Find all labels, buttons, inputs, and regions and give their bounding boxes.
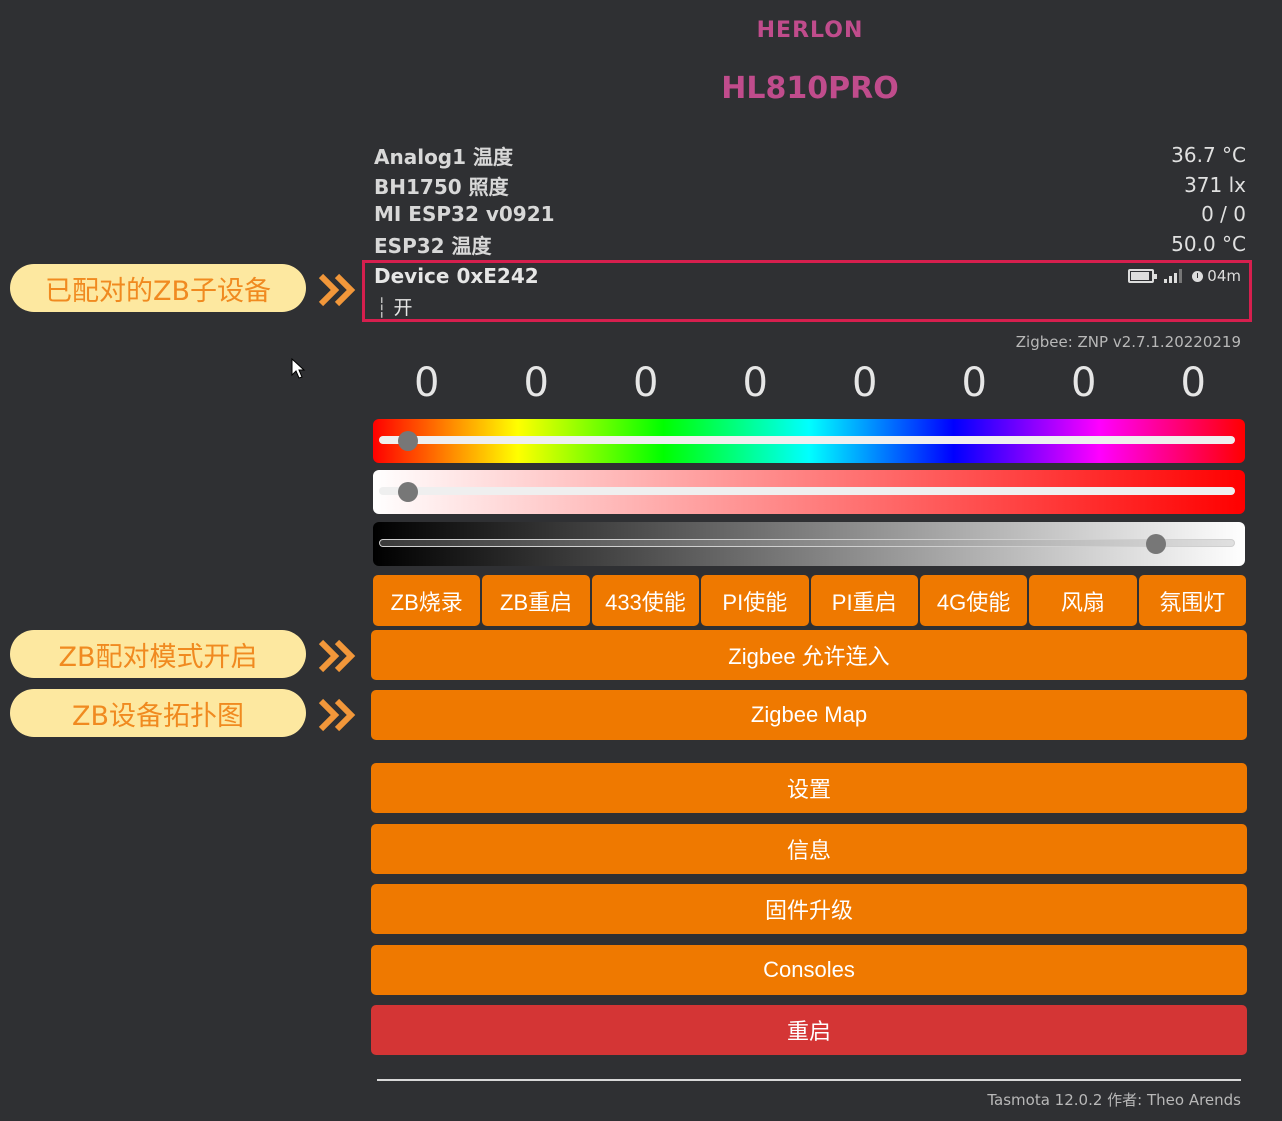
page-title: HL810PRO — [721, 71, 899, 106]
slider-track[interactable] — [379, 436, 1235, 444]
slider-track[interactable] — [379, 539, 1235, 547]
sensor-label: BH1750 照度 — [374, 174, 509, 199]
sensor-label: MI ESP32 v0921 — [374, 202, 555, 226]
zb-flash-button[interactable]: ZB烧录 — [373, 575, 481, 626]
zigbee-version: Zigbee: ZNP v2.7.1.20220219 — [1015, 333, 1241, 351]
sensor-row-esp32-temp: ESP32 温度 50.0 °C — [374, 229, 1246, 259]
callout-paired-devices: 已配对的ZB子设备 — [10, 264, 306, 312]
settings-button[interactable]: 设置 — [371, 763, 1247, 813]
counter-value: 0 — [961, 360, 987, 406]
sensor-row-analog: Analog1 温度 36.7 °C — [374, 140, 1246, 170]
restart-button[interactable]: 重启 — [371, 1005, 1247, 1055]
double-chevron-right-icon — [318, 273, 356, 307]
device-state-value: 开 — [393, 297, 413, 319]
callout-pairing-mode: ZB配对模式开启 — [10, 630, 306, 678]
slider-thumb[interactable] — [397, 482, 418, 502]
hue-slider[interactable] — [373, 419, 1245, 463]
clock-icon — [1192, 270, 1204, 282]
counter-value: 0 — [633, 360, 659, 406]
device-name: Device 0xE242 — [374, 264, 539, 288]
device-state: ┆ 开 — [376, 293, 412, 320]
brand-name: HERLON — [756, 18, 864, 43]
counter-row: 0 0 0 0 0 0 0 0 — [372, 360, 1248, 406]
4g-enable-button[interactable]: 4G使能 — [919, 575, 1028, 626]
device-state-separator: ┆ — [376, 297, 388, 319]
last-seen-value: 04m — [1207, 267, 1241, 285]
double-chevron-right-icon — [318, 698, 356, 732]
slider-track[interactable] — [379, 487, 1235, 495]
counter-value: 0 — [852, 360, 878, 406]
counter-value: 0 — [414, 360, 440, 406]
fan-button[interactable]: 风扇 — [1029, 575, 1137, 626]
sensor-value: 371 lx — [1184, 173, 1246, 197]
saturation-slider[interactable] — [373, 470, 1245, 514]
battery-icon — [1128, 269, 1158, 283]
footer-divider — [377, 1079, 1241, 1081]
sensor-row-illuminance: BH1750 照度 371 lx — [374, 170, 1246, 200]
ambient-light-button[interactable]: 氛围灯 — [1138, 575, 1246, 626]
433-enable-button[interactable]: 433使能 — [591, 575, 700, 626]
info-button[interactable]: 信息 — [371, 824, 1247, 874]
counter-value: 0 — [1180, 360, 1206, 406]
consoles-button[interactable]: Consoles — [371, 945, 1247, 995]
slider-thumb[interactable] — [397, 431, 418, 451]
brightness-slider[interactable] — [373, 522, 1245, 566]
double-chevron-right-icon — [318, 639, 356, 673]
signal-icon — [1164, 269, 1183, 283]
sensor-value: 36.7 °C — [1171, 143, 1246, 167]
firmware-upgrade-button[interactable]: 固件升级 — [371, 884, 1247, 934]
footer-credit: Tasmota 12.0.2 作者: Theo Arends — [987, 1091, 1241, 1109]
zigbee-map-button[interactable]: Zigbee Map — [371, 690, 1247, 740]
device-status-icons: 04m — [1128, 267, 1241, 285]
last-seen: 04m — [1192, 267, 1241, 285]
counter-value: 0 — [742, 360, 768, 406]
slider-thumb[interactable] — [1146, 534, 1167, 554]
zigbee-device-card: Device 0xE242 ┆ 开 04m — [362, 260, 1252, 322]
sensor-value: 0 / 0 — [1201, 202, 1246, 226]
sensor-label: ESP32 温度 — [374, 233, 492, 258]
pi-enable-button[interactable]: PI使能 — [701, 575, 809, 626]
counter-value: 0 — [523, 360, 549, 406]
callout-topology: ZB设备拓扑图 — [10, 689, 306, 737]
zb-restart-button[interactable]: ZB重启 — [482, 575, 590, 626]
sensor-value: 50.0 °C — [1171, 232, 1246, 256]
sensor-row-mi-esp32: MI ESP32 v0921 0 / 0 — [374, 199, 1246, 229]
toggle-button-row: ZB烧录 ZB重启 433使能 PI使能 PI重启 4G使能 风扇 氛围灯 — [373, 575, 1246, 626]
mouse-cursor-icon — [291, 358, 306, 379]
pi-restart-button[interactable]: PI重启 — [810, 575, 918, 626]
permit-join-button[interactable]: Zigbee 允许连入 — [371, 630, 1247, 680]
counter-value: 0 — [1071, 360, 1097, 406]
sensor-label: Analog1 温度 — [374, 144, 514, 169]
